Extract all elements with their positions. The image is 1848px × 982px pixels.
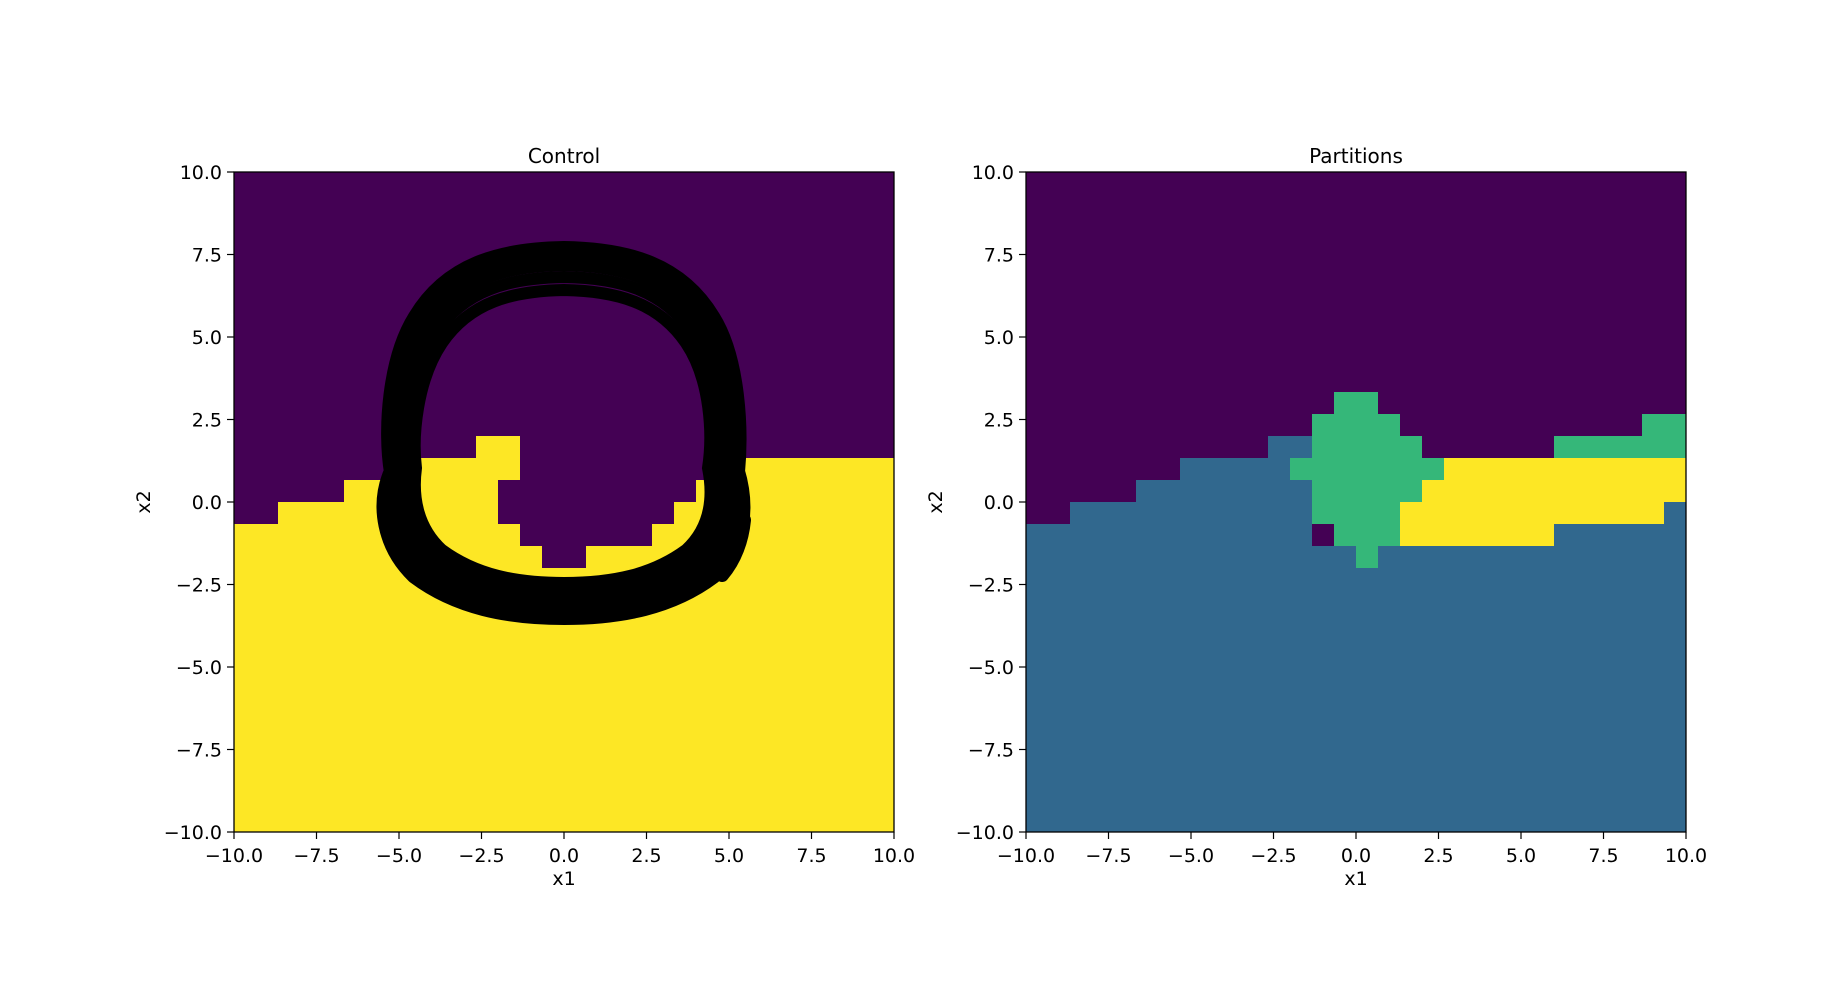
partitions-y-tick-label: 10.0: [972, 162, 1014, 184]
control-y-tick-label: 7.5: [192, 245, 222, 267]
partitions-ticks: −10.0 −7.5 −5.0 −2.5 0.0 2.5 5.0 7.5 10.0 −10.0 −7…: [956, 162, 1707, 867]
control-plot-area: [234, 172, 894, 832]
partition-yellow: [1400, 458, 1686, 546]
control-y-tick-label: −7.5: [176, 740, 222, 762]
control-y-tick-label: −5.0: [176, 657, 222, 679]
partitions-y-tick-label: −5.0: [968, 657, 1014, 679]
trajectory-loop-3: [401, 270, 724, 599]
control-x-tick-label: 5.0: [714, 845, 744, 867]
control-x-tick-label: −10.0: [205, 845, 263, 867]
control-y-tick-label: 0.0: [192, 492, 222, 514]
partitions-x-tick-label: −10.0: [997, 845, 1055, 867]
control-x-tick-label: −5.0: [376, 845, 422, 867]
control-x-tick-label: 0.0: [549, 845, 579, 867]
partitions-x-tick-label: 2.5: [1423, 845, 1453, 867]
partitions-y-tick-label: −2.5: [968, 575, 1014, 597]
partitions-x-tick-label: −2.5: [1250, 845, 1296, 867]
control-y-tick-label: 2.5: [192, 410, 222, 432]
partition-green-diamond: [1290, 392, 1444, 568]
partitions-x-tick-label: 5.0: [1506, 845, 1536, 867]
control-y-tick-label: 10.0: [180, 162, 222, 184]
partitions-x-tick-label: 10.0: [1665, 845, 1707, 867]
partitions-y-tick-label: 7.5: [984, 245, 1014, 267]
partitions-x-axis-title: x1: [1344, 868, 1367, 890]
partitions-y-tick-label: 5.0: [984, 327, 1014, 349]
control-y-tick-label: 5.0: [192, 327, 222, 349]
control-y-tick-label: −10.0: [164, 822, 222, 844]
partitions-x-tick-label: −7.5: [1085, 845, 1131, 867]
control-class-0-region: [234, 172, 894, 568]
trajectory-tail: [715, 513, 751, 582]
partitions-x-tick-label: 7.5: [1588, 845, 1618, 867]
partitions-panel: Partitions −10.0 −7.5 −5.0 −2.5 0.0 2.5 5.0 7.5…: [925, 144, 1707, 890]
control-y-axis-title: x2: [133, 490, 155, 513]
control-x-tick-label: 2.5: [631, 845, 661, 867]
control-x-axis-title: x1: [552, 868, 575, 890]
control-x-tick-label: 10.0: [873, 845, 915, 867]
trajectory-loop-4: [408, 283, 717, 590]
control-panel: Control −10.0 −7.5 −5.0 −2.5 0.0 2.5 5.0 7.5 10.…: [133, 144, 915, 890]
control-x-tick-label: −2.5: [458, 845, 504, 867]
partition-blue: [1026, 436, 1686, 832]
trajectory-loop-2: [393, 258, 733, 609]
partitions-y-tick-label: 2.5: [984, 410, 1014, 432]
partitions-y-tick-label: −7.5: [968, 740, 1014, 762]
partitions-x-tick-label: 0.0: [1341, 845, 1371, 867]
partitions-plot-area: [1026, 172, 1686, 832]
partitions-y-tick-label: 0.0: [984, 492, 1014, 514]
control-x-tick-label: −7.5: [293, 845, 339, 867]
control-title: Control: [528, 144, 600, 168]
control-y-tick-label: −2.5: [176, 575, 222, 597]
partition-green-right: [1554, 414, 1686, 458]
partitions-y-axis-title: x2: [925, 490, 947, 513]
control-ticks: −10.0 −7.5 −5.0 −2.5 0.0 2.5 5.0 7.5 10.0 −10.0 −7…: [164, 162, 915, 867]
trajectory-loop-outer: [376, 240, 751, 626]
control-trajectory: [376, 240, 751, 626]
control-x-tick-label: 7.5: [796, 845, 826, 867]
partitions-y-tick-label: −10.0: [956, 822, 1014, 844]
partitions-title: Partitions: [1309, 144, 1403, 168]
partitions-x-tick-label: −5.0: [1168, 845, 1214, 867]
